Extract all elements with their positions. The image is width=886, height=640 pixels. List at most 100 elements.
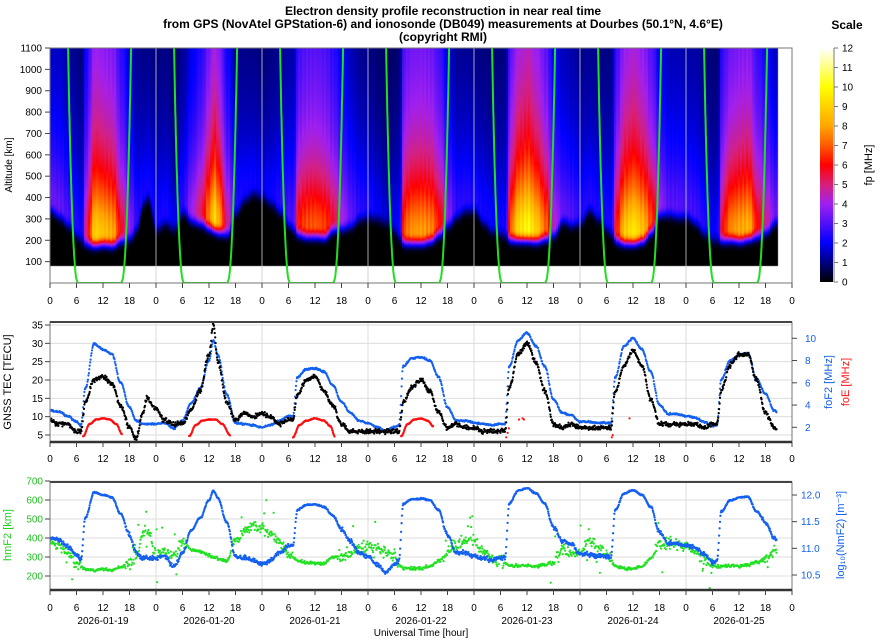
hmf2-point xyxy=(495,563,498,566)
hmf2-point xyxy=(153,552,156,555)
hmf2-point xyxy=(449,550,452,553)
tec-point xyxy=(759,391,762,394)
hmf2-point xyxy=(386,551,389,554)
fof2-point xyxy=(130,408,133,411)
tec-point xyxy=(125,418,128,421)
hmf2-point xyxy=(466,525,469,528)
fof2-point xyxy=(540,360,544,363)
x-tick-label: 6 xyxy=(392,454,398,465)
foe-point xyxy=(611,434,614,437)
hmf2-point xyxy=(599,549,603,552)
tec-point xyxy=(222,392,226,395)
tec-point xyxy=(643,370,646,374)
colorbar-title: Scale xyxy=(831,18,863,32)
hmf2-point xyxy=(365,548,368,551)
tec-point xyxy=(203,367,207,371)
fof2-tick-label: 4 xyxy=(805,401,811,412)
fof2-point xyxy=(438,376,441,379)
hmf2-point xyxy=(60,551,63,554)
tec-point xyxy=(414,384,417,387)
tec-point xyxy=(506,392,510,396)
tec-point xyxy=(735,357,738,361)
hmf2-point xyxy=(588,539,591,542)
hmf2-point xyxy=(167,548,170,552)
tec-point xyxy=(760,398,763,401)
tec-point xyxy=(334,405,337,408)
x-tick-label: 18 xyxy=(442,454,454,465)
tec-point xyxy=(80,429,83,433)
solar-terminator-line xyxy=(67,48,133,283)
tec-point xyxy=(224,396,227,399)
hmf2-point xyxy=(178,549,181,552)
hmf2-point xyxy=(392,556,395,560)
tec-point xyxy=(263,411,266,414)
x-tick-label: 18 xyxy=(336,296,348,307)
hmf2-point xyxy=(289,556,292,560)
tec-point xyxy=(724,378,727,382)
fof2-point xyxy=(503,423,506,426)
hmf2-point xyxy=(376,542,379,545)
x-tick-label: 0 xyxy=(365,454,371,465)
x-tick-label: 0 xyxy=(259,454,265,465)
fof2-point xyxy=(124,395,127,398)
hmf2-point xyxy=(569,549,572,552)
tec-point xyxy=(430,390,433,394)
tec-point xyxy=(729,366,732,370)
fof2-point xyxy=(726,365,729,368)
tec-point xyxy=(444,423,447,426)
hmf2-point xyxy=(151,542,154,545)
plot-frame xyxy=(49,47,793,284)
tec-point xyxy=(367,432,371,435)
hmf2-point xyxy=(155,528,158,531)
tec-point xyxy=(486,431,489,435)
hmf2-point xyxy=(337,555,340,558)
hmf2-point xyxy=(476,538,479,541)
altitude-tick-label: 300 xyxy=(25,214,42,225)
fof2-point xyxy=(131,410,134,413)
tec-point xyxy=(237,418,240,421)
tec-point xyxy=(426,387,430,391)
hmf2-point xyxy=(146,530,149,534)
tec-point xyxy=(123,411,126,415)
hmf2-point xyxy=(347,556,350,559)
hmf2-point xyxy=(445,554,448,557)
fof2-point xyxy=(89,358,92,361)
hmf2-point xyxy=(501,566,504,570)
x-tick-label: 12 xyxy=(521,296,533,307)
x-tick-label: 12 xyxy=(521,454,533,465)
tec-point xyxy=(558,423,561,426)
fof2-point xyxy=(295,380,298,383)
tec-point xyxy=(160,414,163,417)
hmf2-point xyxy=(424,564,428,567)
x-tick-label: 12 xyxy=(309,296,321,307)
tec-point xyxy=(496,432,499,435)
hmf2-point xyxy=(142,534,145,537)
tec-point xyxy=(214,336,217,339)
tec-point xyxy=(272,416,276,420)
tec-point xyxy=(213,331,216,335)
tec-point xyxy=(718,402,721,405)
hmf2-point xyxy=(265,499,268,502)
hmf2-point xyxy=(566,546,570,549)
hmf2-point xyxy=(342,558,345,561)
tec-point xyxy=(633,349,636,352)
hmf2-point xyxy=(458,540,461,544)
tec-point xyxy=(617,384,620,387)
tec-point xyxy=(547,406,551,409)
fof2-point xyxy=(655,397,658,400)
x-tick-label: 12 xyxy=(627,296,639,307)
hmf2-point xyxy=(131,561,134,564)
fof2-point xyxy=(123,391,126,394)
tec-point xyxy=(504,426,507,430)
tec-point xyxy=(89,386,92,390)
hmf2-point xyxy=(447,549,450,552)
tec-point xyxy=(611,412,614,415)
fof2-point xyxy=(112,353,115,356)
fof2-point xyxy=(192,399,196,402)
fof2-point xyxy=(86,383,89,386)
fof2-point xyxy=(294,388,297,392)
foe-point xyxy=(610,436,613,439)
tec-point xyxy=(549,413,552,416)
tec-point xyxy=(465,427,469,431)
